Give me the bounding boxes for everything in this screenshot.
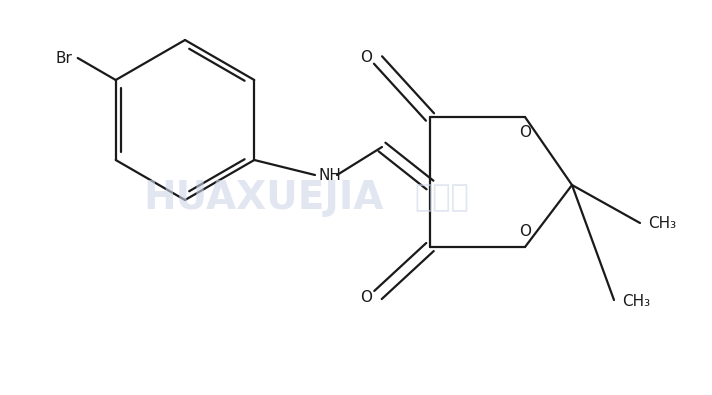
Text: O: O — [360, 290, 372, 305]
Text: O: O — [519, 125, 531, 140]
Text: NH: NH — [319, 167, 342, 182]
Text: O: O — [519, 224, 531, 239]
Text: 化学加: 化学加 — [414, 183, 468, 212]
Text: HUAXUEJIA: HUAXUEJIA — [143, 179, 384, 216]
Text: O: O — [360, 50, 372, 65]
Text: CH₃: CH₃ — [622, 295, 650, 310]
Text: CH₃: CH₃ — [648, 216, 676, 231]
Text: Br: Br — [56, 51, 73, 66]
